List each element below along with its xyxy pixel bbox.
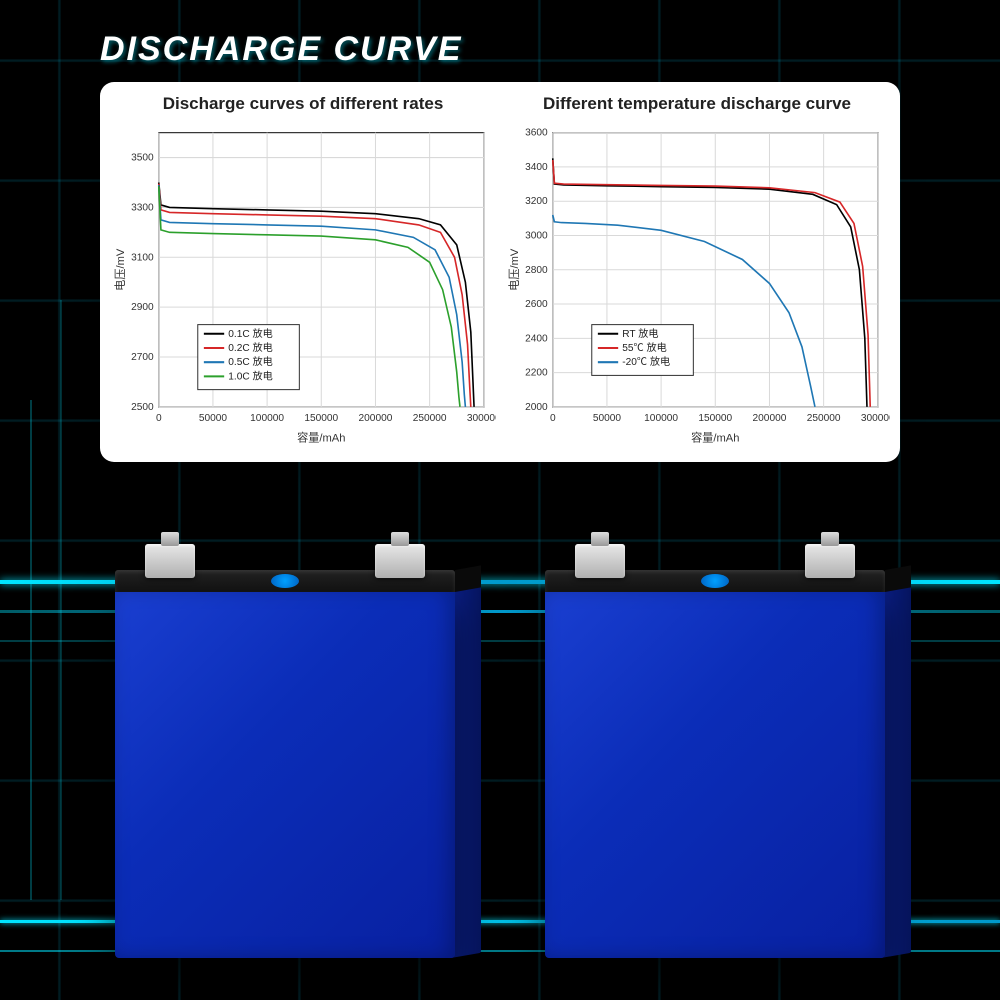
chart-temperature-svg: 2000 2200 2400 2600 2800 3000 3200 3400 3600 0 500… <box>504 118 890 452</box>
terminal-positive <box>145 544 195 578</box>
battery-right <box>515 530 915 960</box>
svg-text:2500: 2500 <box>131 402 154 413</box>
svg-text:0: 0 <box>550 413 556 424</box>
svg-text:电压/mV: 电压/mV <box>508 248 521 291</box>
svg-text:3200: 3200 <box>525 196 548 207</box>
terminal-negative <box>805 544 855 578</box>
svg-text:2400: 2400 <box>525 333 548 344</box>
chart-rates-title: Discharge curves of different rates <box>110 94 496 114</box>
svg-text:3000: 3000 <box>525 231 548 242</box>
svg-text:-20℃ 放电: -20℃ 放电 <box>622 355 670 368</box>
svg-text:50000: 50000 <box>593 413 622 424</box>
svg-text:250000: 250000 <box>807 413 841 424</box>
svg-text:2000: 2000 <box>525 402 548 413</box>
battery-row <box>0 490 1000 1000</box>
battery-indicator <box>271 574 299 588</box>
svg-text:0.2C 放电: 0.2C 放电 <box>228 341 273 354</box>
svg-text:300000: 300000 <box>467 413 496 424</box>
svg-text:电压/mV: 电压/mV <box>114 248 127 291</box>
svg-text:0.5C 放电: 0.5C 放电 <box>228 355 273 368</box>
svg-text:300000: 300000 <box>861 413 890 424</box>
svg-text:50000: 50000 <box>199 413 228 424</box>
chart-temperature-title: Different temperature discharge curve <box>504 94 890 114</box>
battery-indicator <box>701 574 729 588</box>
chart-rates-svg: 2500 2700 2900 3100 3300 3500 0 50000 100000 1500… <box>110 118 496 452</box>
svg-text:150000: 150000 <box>304 413 338 424</box>
svg-text:0: 0 <box>156 413 162 424</box>
svg-text:容量/mAh: 容量/mAh <box>691 430 739 444</box>
svg-text:3100: 3100 <box>131 252 154 263</box>
svg-text:250000: 250000 <box>413 413 447 424</box>
svg-text:3500: 3500 <box>131 153 154 164</box>
svg-text:2600: 2600 <box>525 299 548 310</box>
chart-rates: Discharge curves of different rates 2500… <box>110 94 496 452</box>
svg-text:2200: 2200 <box>525 368 548 379</box>
svg-text:3400: 3400 <box>525 162 548 173</box>
svg-text:200000: 200000 <box>359 413 393 424</box>
battery-left <box>85 530 485 960</box>
svg-text:100000: 100000 <box>644 413 678 424</box>
svg-text:55℃ 放电: 55℃ 放电 <box>622 341 667 354</box>
page-title: DISCHARGE CURVE <box>100 30 462 69</box>
svg-text:2700: 2700 <box>131 352 154 363</box>
svg-text:2900: 2900 <box>131 302 154 313</box>
svg-text:100000: 100000 <box>250 413 284 424</box>
svg-text:3600: 3600 <box>525 128 548 139</box>
terminal-positive <box>575 544 625 578</box>
svg-text:200000: 200000 <box>753 413 787 424</box>
chart-temperature: Different temperature discharge curve 20… <box>504 94 890 452</box>
terminal-negative <box>375 544 425 578</box>
svg-text:1.0C 放电: 1.0C 放电 <box>228 369 273 382</box>
chart-panel: Discharge curves of different rates 2500… <box>100 82 900 462</box>
svg-text:150000: 150000 <box>698 413 732 424</box>
svg-text:2800: 2800 <box>525 265 548 276</box>
svg-text:容量/mAh: 容量/mAh <box>297 430 345 444</box>
svg-text:0.1C 放电: 0.1C 放电 <box>228 327 273 340</box>
svg-text:3300: 3300 <box>131 202 154 213</box>
svg-text:RT 放电: RT 放电 <box>622 327 658 340</box>
